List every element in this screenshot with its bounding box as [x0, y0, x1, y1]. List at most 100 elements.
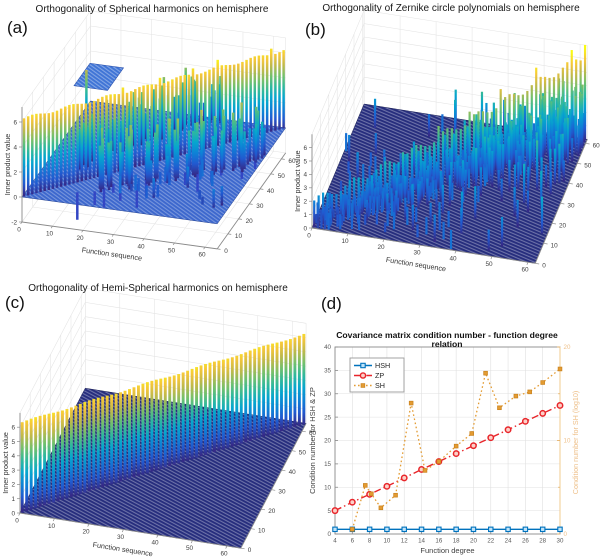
sh-marker — [350, 527, 355, 532]
tick-label: 30 — [107, 239, 115, 246]
tick-label: 20 — [559, 222, 567, 229]
tick-label: 0 — [248, 547, 252, 554]
tick-label: 5 — [11, 439, 15, 446]
hsh-marker — [401, 526, 407, 533]
tick-label: 0 — [13, 194, 17, 201]
zp-marker — [470, 442, 477, 450]
zp-marker — [383, 482, 391, 490]
tick-label: 20 — [470, 538, 477, 545]
z-axis-label: Inner product value — [3, 134, 12, 196]
tick-label: 0 — [303, 225, 307, 232]
y-axis-right-label: Condition number for SH (log10) — [571, 391, 580, 494]
tick-label: 24 — [505, 538, 512, 545]
tick-label: 6 — [11, 425, 15, 432]
hsh-marker — [418, 526, 425, 533]
tick-label: 50 — [186, 545, 194, 552]
tick-label: 4 — [303, 172, 307, 179]
tick-label: 20 — [564, 344, 571, 351]
tick-label: 1 — [303, 212, 307, 219]
hsh-marker — [436, 526, 442, 533]
tick-label: 30 — [278, 489, 286, 496]
tick-label: 50 — [485, 261, 493, 268]
tick-label: 40 — [576, 182, 584, 189]
tick-label: 3 — [11, 467, 15, 474]
tick-label: 20 — [76, 235, 84, 242]
tick-label: 30 — [557, 538, 564, 545]
hsh-marker — [453, 526, 459, 533]
line-chart-panel-d: 4 6 8 10 12 14 16 18 20 22 24 26 28 30051015202530354… — [308, 344, 580, 555]
tick-label: 50 — [584, 162, 592, 169]
sh-marker — [408, 400, 414, 406]
bar3-panel-b: 0 10 20 30 40 50 60 0 10 20 30 40 50 60 0 1 2 3 4 5 6 Functio… — [293, 9, 600, 274]
zp-marker — [487, 434, 495, 442]
tick-label: 0 — [17, 227, 21, 234]
hsh-marker — [366, 526, 373, 533]
panel-b-title: Orthogonality of Zernike circle polynomi… — [322, 3, 580, 14]
tick-label: 20 — [324, 438, 331, 445]
tick-label: 14 — [418, 538, 425, 545]
tick-label: 10 — [324, 484, 331, 491]
tick-label: 10 — [383, 538, 390, 545]
panel-d-title: Covariance matrix condition number - fun… — [336, 330, 558, 350]
sh-marker — [369, 491, 374, 497]
tick-label: 2 — [303, 199, 307, 206]
zp-marker — [400, 474, 408, 482]
tick-label: 4 — [11, 453, 15, 460]
panel-a-label: (a) — [7, 18, 28, 37]
z-axis-label: Inner product value — [1, 432, 10, 494]
x-axis-label: Function sequence — [385, 255, 446, 273]
z-axis-label: Inner product value — [293, 150, 302, 212]
bar3-panel-a: 01020304050600102030405060-20246Function… — [3, 10, 296, 263]
sh-marker — [497, 405, 502, 411]
tick-label: 50 — [168, 248, 176, 255]
tick-label: 10 — [564, 438, 571, 445]
sh-marker — [436, 459, 442, 464]
zp-marker — [521, 417, 529, 425]
sh-marker — [422, 468, 428, 473]
tick-label: 60 — [521, 267, 529, 274]
tick-label: 5 — [328, 508, 332, 515]
tick-label: 40 — [449, 255, 457, 262]
tick-label: 50 — [278, 173, 286, 180]
tick-label: 10 — [258, 528, 266, 535]
tick-label: 50 — [299, 450, 307, 457]
tick-label: 4 — [333, 538, 337, 545]
tick-label: 28 — [539, 538, 546, 545]
zp-marker — [331, 507, 339, 515]
zp-marker — [348, 498, 356, 506]
tick-label: 0 — [564, 531, 568, 538]
sh-marker — [393, 492, 398, 498]
tick-label: -2 — [11, 219, 17, 226]
tick-label: 0 — [224, 248, 228, 255]
legend-label: HSH — [375, 361, 390, 370]
sh-marker — [483, 370, 488, 376]
zp-marker — [452, 450, 460, 458]
zp-marker — [556, 401, 564, 409]
tick-label: 0 — [11, 510, 15, 517]
hsh-marker — [470, 526, 477, 533]
zp-marker — [504, 426, 512, 434]
tick-label: 30 — [324, 391, 331, 398]
tick-label: 0 — [542, 262, 546, 269]
hsh-marker — [522, 526, 529, 533]
tick-label: 10 — [341, 238, 349, 245]
tick-label: 40 — [324, 344, 331, 351]
tick-label: 30 — [413, 250, 421, 257]
hsh-marker — [384, 526, 390, 533]
sh-marker — [540, 380, 545, 385]
x-axis-label: Function degree — [420, 546, 474, 555]
x-axis-label: Function sequence — [81, 245, 142, 262]
sh-marker — [513, 393, 519, 399]
series-sh-line — [351, 368, 561, 530]
tick-label: 20 — [82, 529, 90, 536]
tick-label: 60 — [593, 142, 600, 149]
tick-label: 3 — [303, 185, 307, 192]
tick-label: 60 — [288, 158, 296, 165]
tick-label: 4 — [13, 144, 17, 151]
panel-b-label: (b) — [305, 20, 326, 39]
sh-marker — [453, 443, 459, 449]
raised-mesh-block — [73, 62, 125, 91]
sh-marker — [378, 505, 384, 511]
